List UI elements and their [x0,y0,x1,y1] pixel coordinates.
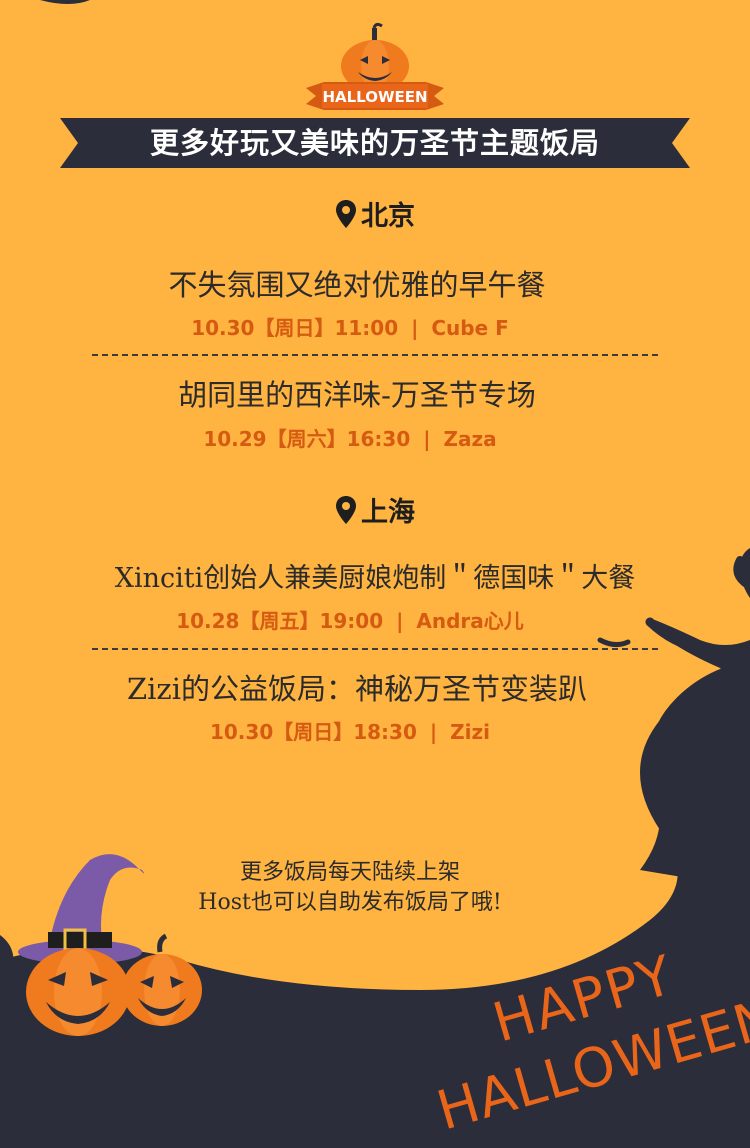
location-pin-icon [336,199,356,228]
event-details: 10.30【周日】18:30 | Zizi [0,716,700,745]
logo-text: HALLOWEEN [322,88,427,106]
corner-shape [40,0,90,4]
happy-halloween-text: HAPPY HALLOWEEN [430,950,750,1142]
tree-branch-lower [645,617,750,656]
event-title: Zizi的公益饭局：神秘万圣节变装趴 [127,672,587,706]
event-date: 10.30【周日】11:00 [191,316,399,340]
event-date: 10.29【周六】16:30 [203,427,411,451]
event-venue: Andra心儿 [416,609,524,633]
separator: | [411,316,419,340]
event-title: 不失氛围又绝对优雅的早午餐 [168,268,546,302]
ribbon-shape [60,118,690,168]
event-details: 10.29【周六】16:30 | Zaza [0,423,700,452]
event-date: 10.28【周五】19:00 [176,609,384,633]
event-details: 10.28【周五】19:00 | Andra心儿 [0,605,700,634]
event-divider [92,354,658,356]
tree-branch [733,556,750,589]
event-venue: Zizi [450,720,491,744]
tree-trunk [640,660,750,880]
pumpkins-illustration [18,854,202,1036]
dark-hill [0,680,750,1148]
event-date: 10.30【周日】18:30 [209,720,417,744]
event-title: Xinciti创始人兼美厨娘炮制＂德国味＂大餐 [114,563,636,594]
event-venue: Cube F [431,316,509,340]
tree-branch-small [597,637,631,648]
footer-note: 更多饭局每天陆续上架 Host也可以自助发布饭局了哦! [0,858,700,918]
event-venue: Zaza [443,427,497,451]
city-heading-beijing: 北京 [0,194,750,233]
separator: | [423,427,431,451]
banner-title: 更多好玩又美味的万圣节主题饭局 [149,126,600,160]
separator: | [429,720,438,744]
event-title: 胡同里的西洋味-万圣节专场 [178,378,536,412]
big-pumpkin-icon [26,948,130,1036]
location-pin-icon [336,495,356,524]
footer-note-line2: Host也可以自助发布饭局了哦! [198,890,502,915]
city-heading-shanghai: 上海 [0,490,750,529]
pumpkin-logo-icon: HALLOWEEN [306,22,444,110]
separator: | [396,609,404,633]
footer-note-line1: 更多饭局每天陆续上架 [239,860,460,885]
left-sliver [0,935,14,975]
city-name: 上海 [361,497,415,528]
witch-hat-icon [50,854,145,940]
halloween-logo: HALLOWEEN [300,22,450,112]
city-name: 北京 [361,201,415,232]
event-details: 10.30【周日】11:00 | Cube F [0,312,700,341]
title-banner: 更多好玩又美味的万圣节主题饭局 [60,114,690,172]
small-pumpkin-icon [122,933,202,1026]
event-divider [92,648,658,650]
